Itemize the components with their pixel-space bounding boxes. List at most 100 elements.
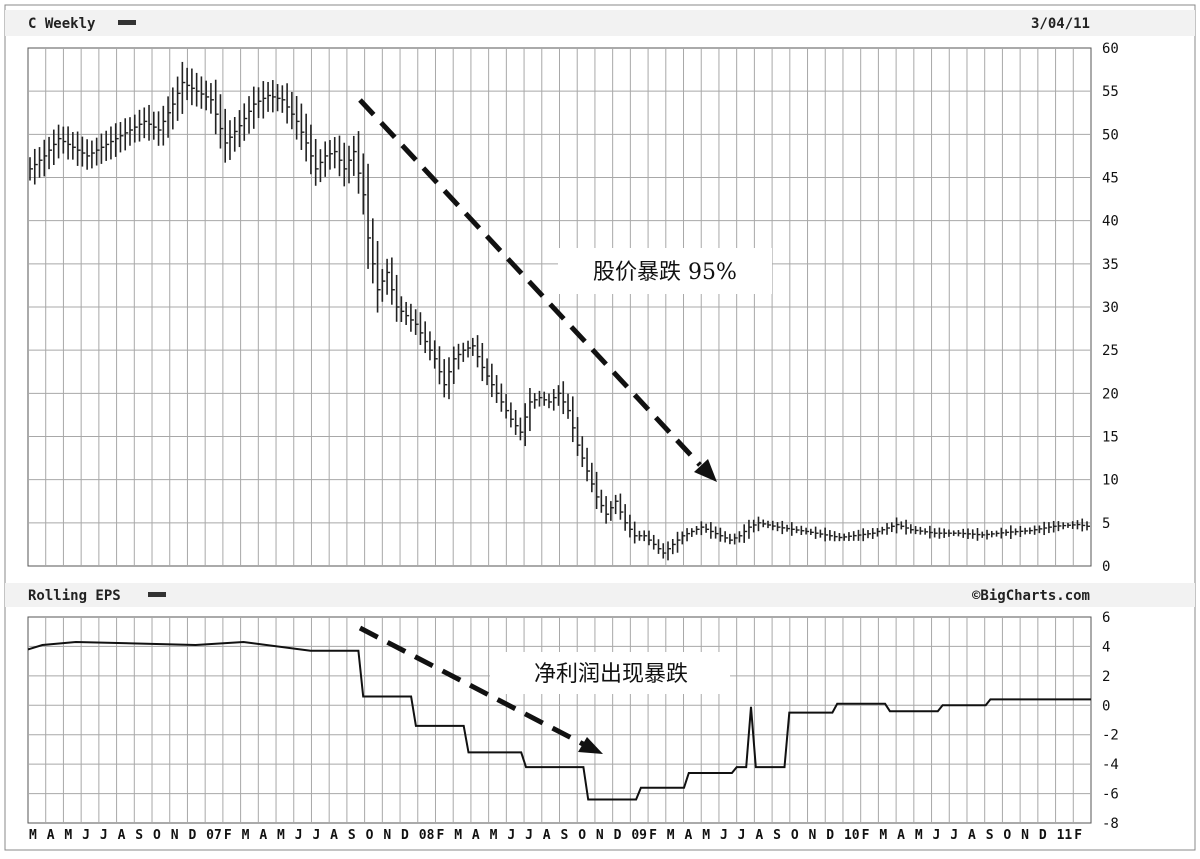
price-grid xyxy=(28,48,1091,566)
eps-header-band xyxy=(5,583,1195,607)
price-y-tick-label: 10 xyxy=(1102,473,1119,489)
x-tick-label: D xyxy=(1039,828,1047,843)
x-tick-label: 08 xyxy=(419,828,435,843)
x-tick-label: J xyxy=(525,828,533,843)
x-tick-label: N xyxy=(1021,828,1029,843)
price-annotation-box xyxy=(558,248,772,294)
x-tick-label: A xyxy=(685,828,693,843)
price-drop-arrow-line xyxy=(358,98,702,467)
eps-series-line xyxy=(27,640,1091,801)
x-tick-label: J xyxy=(738,828,746,843)
price-y-tick-label: 50 xyxy=(1102,127,1119,143)
price-drop-arrowhead xyxy=(694,459,717,482)
x-tick-label: N xyxy=(171,828,179,843)
x-tick-label: S xyxy=(773,828,781,843)
eps-drop-arrow-line xyxy=(358,625,587,748)
x-tick-label: F xyxy=(224,828,232,843)
x-tick-label: M xyxy=(277,828,285,843)
x-tick-label: J xyxy=(933,828,941,843)
x-tick-label: F xyxy=(649,828,657,843)
price-y-tick-label: 55 xyxy=(1102,84,1119,100)
x-tick-label: N xyxy=(596,828,604,843)
x-tick-label: O xyxy=(153,828,161,843)
x-tick-label: O xyxy=(578,828,586,843)
x-tick-label: M xyxy=(242,828,250,843)
x-tick-label: A xyxy=(118,828,126,843)
eps-y-tick-label: -2 xyxy=(1102,728,1119,744)
price-y-tick-label: 35 xyxy=(1102,257,1119,273)
x-tick-label: J xyxy=(720,828,728,843)
x-tick-label: J xyxy=(82,828,90,843)
eps-y-tick-label: 6 xyxy=(1102,610,1110,626)
x-tick-label: M xyxy=(64,828,72,843)
x-tick-label: F xyxy=(436,828,444,843)
price-y-tick-label: 25 xyxy=(1102,343,1119,359)
x-tick-label: A xyxy=(755,828,763,843)
x-tick-label: A xyxy=(330,828,338,843)
x-tick-label: M xyxy=(915,828,923,843)
x-tick-label: O xyxy=(1003,828,1011,843)
price-y-tick-label: 45 xyxy=(1102,171,1119,187)
price-y-tick-label: 0 xyxy=(1102,559,1110,575)
x-tick-label: 10 xyxy=(844,828,860,843)
price-y-tick-label: 60 xyxy=(1102,41,1119,57)
watermark: ©BigCharts.com xyxy=(972,588,1090,604)
x-tick-label: J xyxy=(950,828,958,843)
x-tick-label: 11 xyxy=(1057,828,1073,843)
price-drop-annotation: 股价暴跌 95% xyxy=(593,260,737,285)
x-tick-label: D xyxy=(401,828,409,843)
price-y-tick-label: 20 xyxy=(1102,386,1119,402)
eps-drop-annotation: 净利润出现暴跌 xyxy=(534,662,688,687)
x-tick-label: J xyxy=(100,828,108,843)
x-tick-label: S xyxy=(986,828,994,843)
x-tick-label: M xyxy=(454,828,462,843)
x-axis: M A M J J A S O N D 07 F M A M J J A S O N D 08 F M A M J J A S O N D 09 F M… xyxy=(29,828,1082,843)
x-tick-label: M xyxy=(490,828,498,843)
price-header-band xyxy=(5,10,1195,36)
x-tick-label: M xyxy=(702,828,710,843)
price-y-tick-label: 30 xyxy=(1102,300,1119,316)
chart-date: 3/04/11 xyxy=(1031,16,1090,32)
eps-y-axis: 6 4 2 0 -2 -4 -6 -8 xyxy=(1102,610,1119,832)
x-tick-label: M xyxy=(879,828,887,843)
x-tick-label: O xyxy=(366,828,374,843)
price-legend-swatch xyxy=(118,20,136,25)
eps-annotation-box xyxy=(490,652,730,694)
x-tick-label: J xyxy=(507,828,515,843)
eps-y-tick-label: -8 xyxy=(1102,816,1119,832)
x-tick-label: N xyxy=(383,828,391,843)
eps-chart-title: Rolling EPS xyxy=(28,588,121,604)
price-plot xyxy=(27,47,1092,567)
x-tick-label: A xyxy=(472,828,480,843)
x-tick-label: S xyxy=(348,828,356,843)
x-tick-label: D xyxy=(614,828,622,843)
x-tick-label: S xyxy=(561,828,569,843)
price-bars xyxy=(29,61,1090,561)
x-tick-label: M xyxy=(29,828,37,843)
x-tick-label: D xyxy=(188,828,196,843)
x-tick-label: F xyxy=(1074,828,1082,843)
eps-grid xyxy=(28,617,1091,823)
eps-legend-swatch xyxy=(148,592,166,597)
x-tick-label: A xyxy=(543,828,551,843)
x-tick-label: A xyxy=(968,828,976,843)
x-tick-label: 09 xyxy=(631,828,647,843)
eps-drop-arrowhead xyxy=(578,737,603,754)
x-tick-label: A xyxy=(47,828,55,843)
price-y-tick-label: 40 xyxy=(1102,214,1119,230)
x-tick-label: A xyxy=(259,828,267,843)
price-y-tick-label: 15 xyxy=(1102,430,1119,446)
eps-plot xyxy=(27,616,1092,824)
x-tick-label: J xyxy=(295,828,303,843)
eps-y-tick-label: 2 xyxy=(1102,669,1110,685)
x-tick-label: S xyxy=(135,828,143,843)
x-tick-label: 07 xyxy=(206,828,222,843)
x-tick-label: A xyxy=(897,828,905,843)
eps-drop-arrow xyxy=(358,625,603,754)
x-tick-label: O xyxy=(791,828,799,843)
x-tick-label: D xyxy=(826,828,834,843)
eps-y-tick-label: -6 xyxy=(1102,787,1119,803)
price-drop-arrow xyxy=(358,98,717,482)
x-tick-label: J xyxy=(312,828,320,843)
